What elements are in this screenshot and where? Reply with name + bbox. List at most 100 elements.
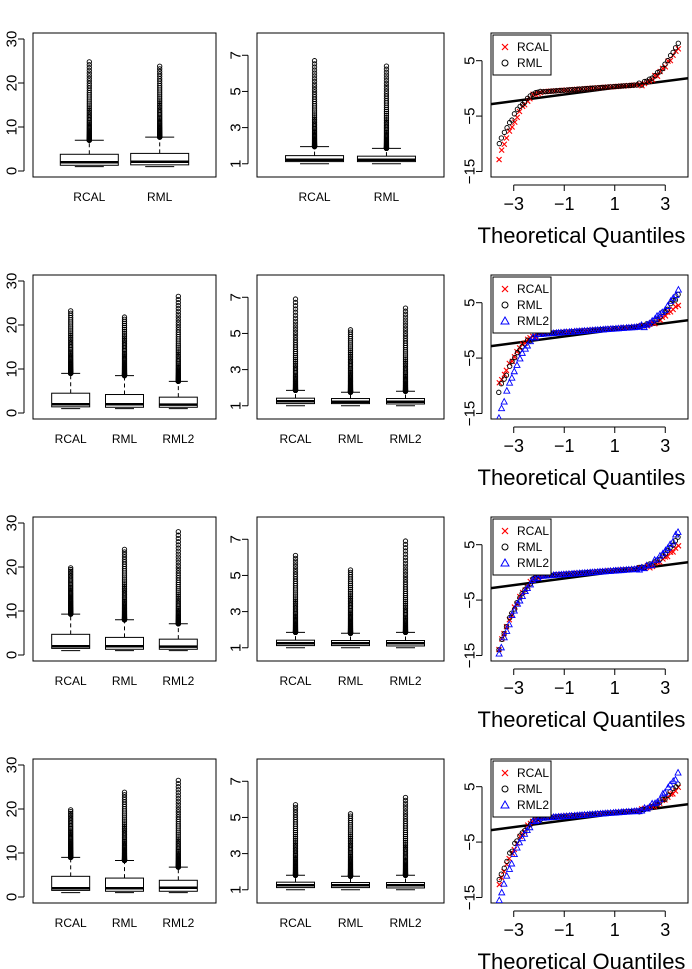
outlier-point xyxy=(157,97,163,103)
outlier-point xyxy=(121,583,128,590)
outlier-point xyxy=(292,603,299,610)
outlier-point xyxy=(68,337,74,344)
legend-marker-circle xyxy=(501,59,509,67)
qq-point-triangle xyxy=(516,354,524,362)
outlier-point xyxy=(402,837,409,844)
qq-point-circle xyxy=(530,91,536,97)
qq-point-triangle xyxy=(635,322,644,330)
outlier-point xyxy=(402,335,409,342)
outlier-point xyxy=(68,327,74,333)
x-category-label: RCAL xyxy=(55,432,87,446)
outlier-point xyxy=(86,106,92,112)
legend-label: RCAL xyxy=(517,282,549,296)
qq-point-circle xyxy=(512,354,518,361)
legend-marker-x xyxy=(501,43,509,51)
outlier-point xyxy=(86,102,92,108)
outlier-point xyxy=(402,848,409,854)
outlier-point xyxy=(383,80,390,87)
outlier-point xyxy=(292,807,299,813)
y-tick-label: 10 xyxy=(4,603,21,620)
qq-point-circle xyxy=(537,88,543,95)
outlier-point xyxy=(292,303,299,309)
qq-point-circle xyxy=(496,140,502,147)
outlier-point xyxy=(175,840,181,846)
qq-point-circle xyxy=(607,84,614,90)
outlier-point xyxy=(292,329,299,336)
outlier-point xyxy=(383,112,390,118)
boxplot-panel-row3-boxplot-b: 1 3 5 7 RCAL RML RML2 xyxy=(228,516,445,688)
series-RML2 xyxy=(495,527,682,657)
legend-marker-x xyxy=(501,285,509,293)
qq-point-circle xyxy=(496,876,502,883)
outlier-point xyxy=(402,311,409,317)
qq-panel-row4-qq: −3 −1 1 3 −15 −5 5 Theoretical Quantiles RCAL RML… xyxy=(462,758,689,969)
qq-point-circle xyxy=(672,45,679,51)
outlier-point xyxy=(292,312,299,318)
outlier-point xyxy=(311,84,318,90)
outlier-point xyxy=(175,317,181,323)
qq-point-triangle xyxy=(505,864,514,872)
outlier-point xyxy=(157,102,163,108)
legend-label: RML xyxy=(517,782,543,796)
qq-point-circle xyxy=(503,372,510,378)
box-iqr xyxy=(158,638,198,650)
y-tick-label: 5 xyxy=(228,87,245,95)
y-tick-label: −5 xyxy=(462,592,479,609)
outlier-point xyxy=(402,794,409,801)
outlier-point xyxy=(402,328,409,334)
x-category-label: RML xyxy=(147,190,173,204)
qq-point-circle xyxy=(641,78,648,85)
outlier-point xyxy=(292,552,299,559)
qq-point-circle xyxy=(498,135,505,141)
qq-point-triangle xyxy=(534,816,542,824)
outlier-point xyxy=(402,605,409,612)
outlier-point xyxy=(347,351,354,358)
x-category-label: RML2 xyxy=(162,674,194,688)
outlier-point xyxy=(292,321,299,327)
plot-frame xyxy=(256,32,445,178)
outlier-point xyxy=(311,94,318,100)
qq-point-circle xyxy=(553,88,559,94)
outlier-point xyxy=(402,360,409,366)
outlier-point xyxy=(402,843,409,849)
plot-frame xyxy=(32,274,217,420)
qq-panel-row3-qq: −3 −1 1 3 −15 −5 5 Theoretical Quantiles RCAL RML… xyxy=(462,516,689,732)
outlier-point xyxy=(157,105,163,112)
outlier-point xyxy=(175,348,181,354)
qq-point-triangle xyxy=(526,337,535,345)
qq-point-triangle xyxy=(518,592,527,599)
qq-point-circle xyxy=(667,52,674,59)
outlier-point xyxy=(383,116,390,122)
x-tick-label: 1 xyxy=(610,678,620,698)
outlier-point xyxy=(157,63,163,69)
y-tick-label: 30 xyxy=(4,273,21,290)
outlier-point xyxy=(347,327,354,333)
qq-point-triangle xyxy=(505,378,514,386)
outlier-point xyxy=(347,567,354,573)
outlier-point xyxy=(347,597,354,603)
outlier-point xyxy=(292,306,299,312)
qq-point-circle xyxy=(511,111,518,117)
outlier-point xyxy=(311,116,318,123)
outlier-point xyxy=(175,841,181,848)
legend-marker-x xyxy=(501,527,509,535)
plot-frame xyxy=(256,516,445,662)
outlier-point xyxy=(121,330,128,336)
outlier-point xyxy=(68,332,74,339)
x-category-label: RCAL xyxy=(73,190,105,204)
outlier-point xyxy=(175,293,181,300)
series-RML xyxy=(496,40,681,147)
qq-point-circle xyxy=(521,99,528,106)
outlier-point xyxy=(86,59,92,65)
qq-point-x xyxy=(675,46,682,52)
qq-point-circle xyxy=(579,86,585,92)
outlier-point xyxy=(121,825,128,831)
outlier-point xyxy=(175,597,181,603)
outlier-point xyxy=(402,365,409,371)
outlier-point xyxy=(402,598,409,605)
outlier-point xyxy=(402,571,409,578)
outlier-point xyxy=(311,113,318,119)
outlier-point xyxy=(402,548,409,554)
box-RML2 xyxy=(158,293,198,410)
outlier-point xyxy=(175,833,181,839)
